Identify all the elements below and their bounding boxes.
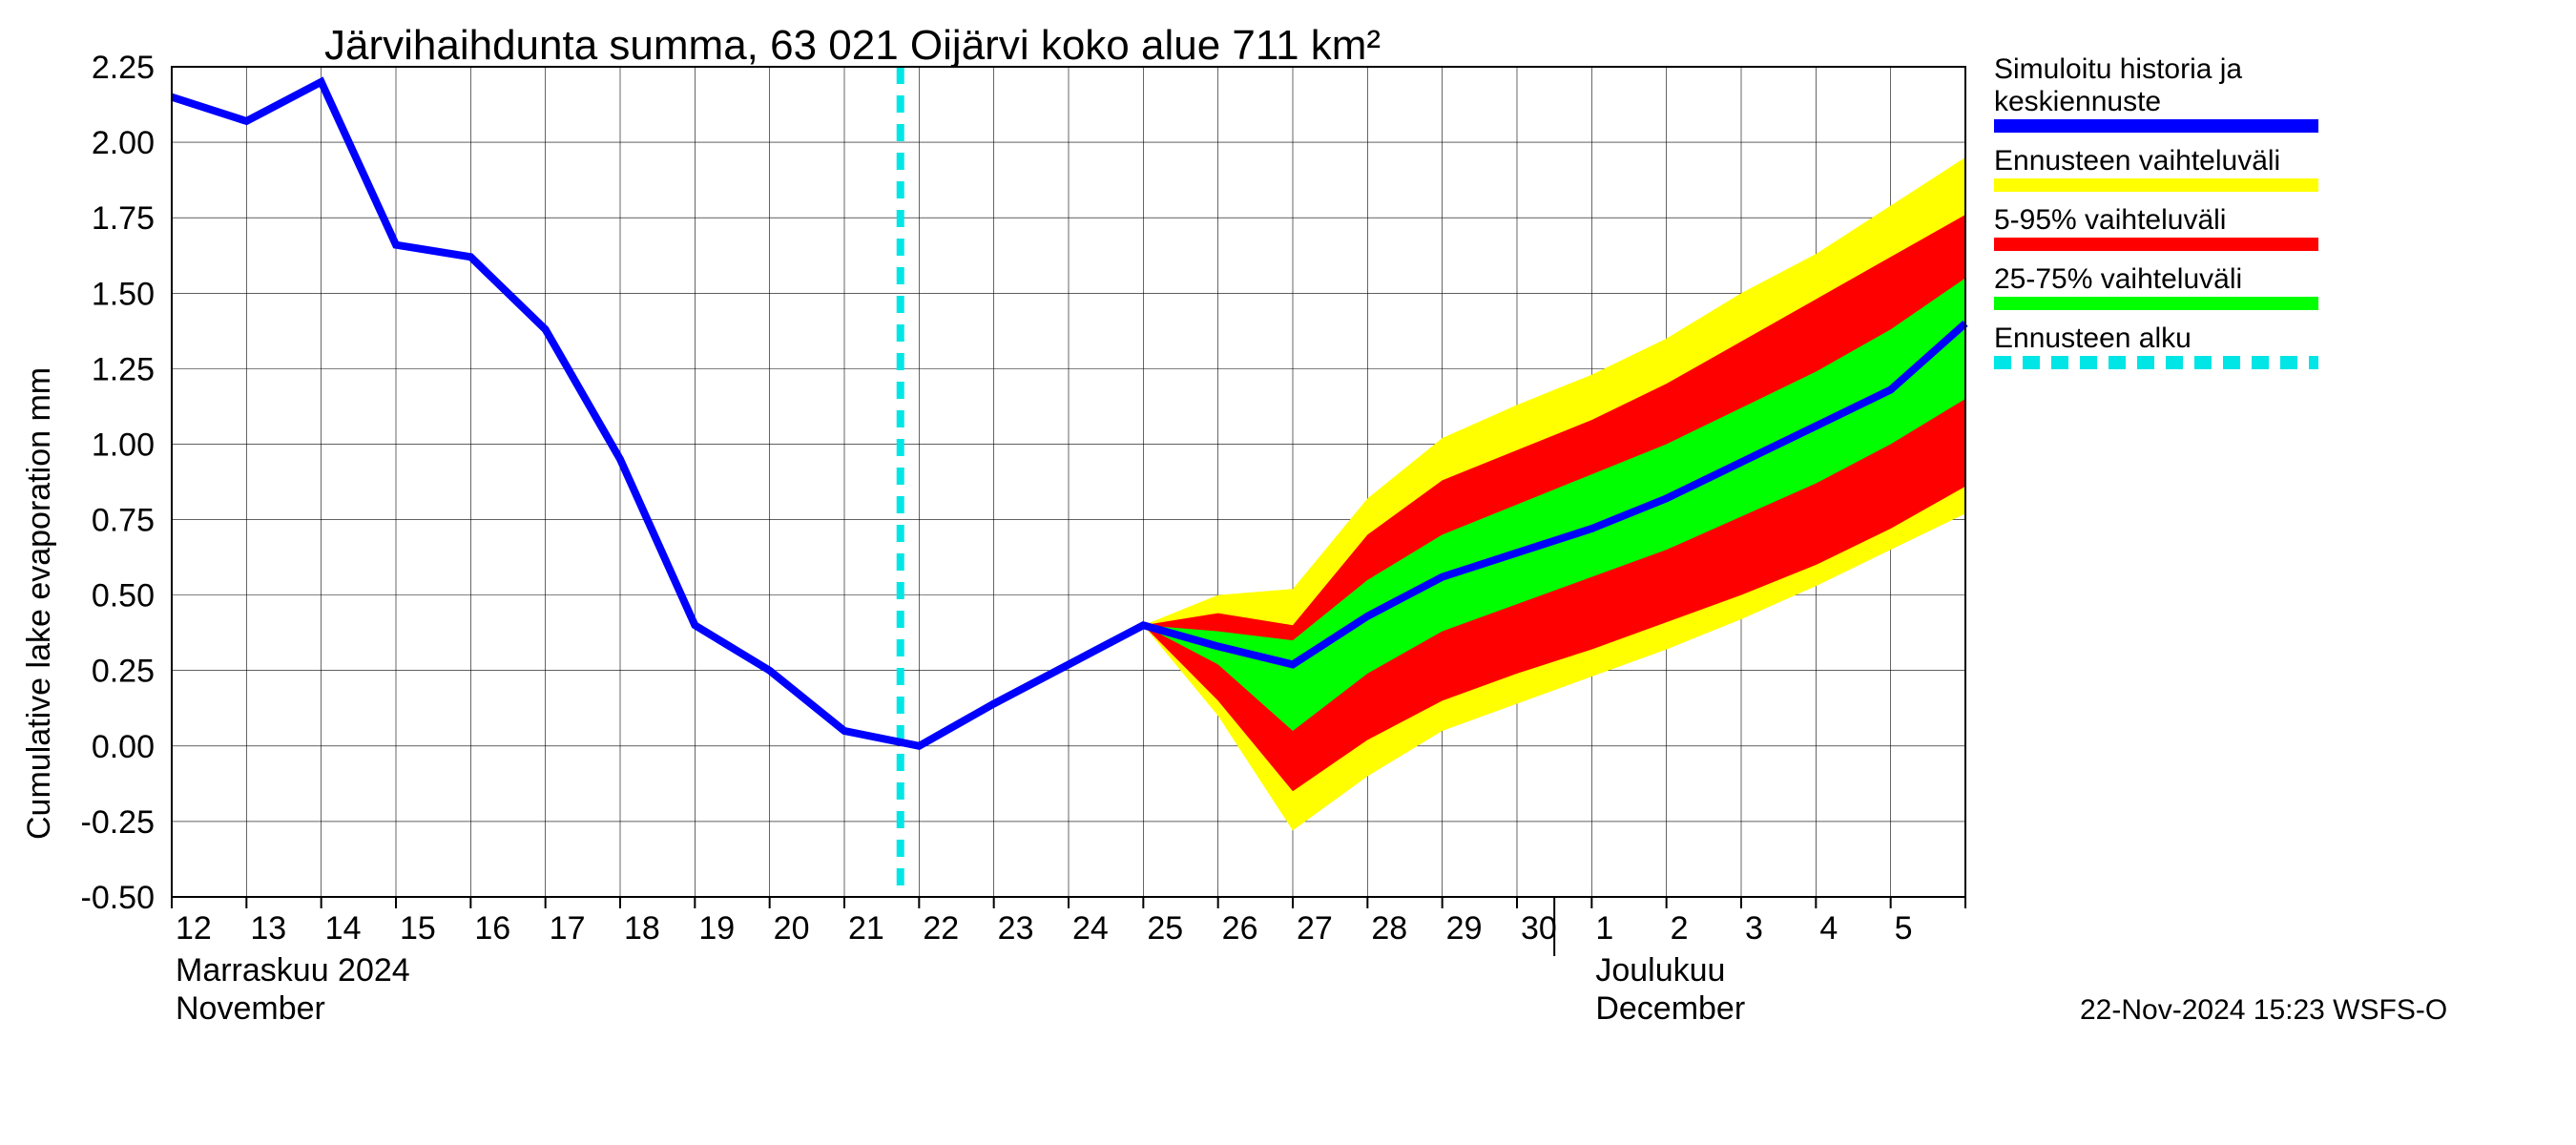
legend-label: keskiennuste — [1994, 86, 2161, 117]
y-tick-label: 2.25 — [92, 50, 155, 86]
legend-label: Ennusteen vaihteluväli — [1994, 145, 2280, 177]
chart-svg: -0.50 -0.25 0.00 0.25 0.50 0.75 1.00 1.25 1.50 1.… — [0, 0, 2576, 1145]
x-tick-label: 1 — [1595, 910, 1613, 947]
month-label-lower: November — [176, 990, 325, 1027]
y-tick-label: 1.00 — [92, 427, 155, 463]
y-tick-label: 1.25 — [92, 351, 155, 387]
month-label-upper: Joulukuu — [1595, 952, 1725, 989]
footer-timestamp: 22-Nov-2024 15:23 WSFS-O — [2080, 994, 2447, 1026]
legend-label: Simuloitu historia ja — [1994, 53, 2242, 85]
x-tick-label: 23 — [998, 910, 1034, 947]
x-tick-label: 17 — [550, 910, 586, 947]
x-tick-label: 25 — [1147, 910, 1183, 947]
x-tick-label: 29 — [1446, 910, 1483, 947]
x-tick-label: 28 — [1371, 910, 1407, 947]
chart-title: Järvihaihdunta summa, 63 021 Oijärvi kok… — [324, 22, 1381, 69]
x-tick-label: 24 — [1072, 910, 1109, 947]
x-tick-label: 18 — [624, 910, 660, 947]
x-tick-label: 3 — [1745, 910, 1763, 947]
x-tick-label: 14 — [325, 910, 362, 947]
y-axis-label: Cumulative lake evaporation mm — [21, 367, 57, 840]
month-label-upper: Marraskuu 2024 — [176, 952, 410, 989]
y-tick-label: 0.75 — [92, 503, 155, 539]
y-tick-label: -0.50 — [81, 880, 156, 916]
x-tick-label: 20 — [774, 910, 810, 947]
y-tick-label: 0.00 — [92, 729, 155, 765]
y-tick-label: 0.25 — [92, 654, 155, 690]
legend-label: 5-95% vaihteluväli — [1994, 204, 2226, 236]
x-tick-label: 16 — [474, 910, 510, 947]
y-tick-label: 1.75 — [92, 200, 155, 237]
x-tick-label: 21 — [848, 910, 884, 947]
x-tick-label: 30 — [1521, 910, 1557, 947]
chart-container: -0.50 -0.25 0.00 0.25 0.50 0.75 1.00 1.25 1.50 1.… — [0, 0, 2576, 1145]
x-tick-label: 15 — [400, 910, 436, 947]
legend-label: 25-75% vaihteluväli — [1994, 263, 2242, 295]
x-tick-label: 19 — [698, 910, 735, 947]
y-tick-label: 0.50 — [92, 578, 155, 614]
x-tick-label: 5 — [1895, 910, 1913, 947]
month-label-lower: December — [1595, 990, 1745, 1027]
legend-label: Ennusteen alku — [1994, 323, 2192, 354]
x-tick-label: 4 — [1819, 910, 1838, 947]
x-tick-label: 12 — [176, 910, 212, 947]
y-tick-label: 1.50 — [92, 276, 155, 312]
x-tick-label: 2 — [1671, 910, 1689, 947]
y-tick-label: -0.25 — [81, 804, 156, 841]
y-tick-label: 2.00 — [92, 125, 155, 161]
x-tick-label: 26 — [1222, 910, 1258, 947]
x-tick-label: 22 — [923, 910, 959, 947]
x-tick-label: 13 — [250, 910, 286, 947]
x-tick-label: 27 — [1297, 910, 1333, 947]
